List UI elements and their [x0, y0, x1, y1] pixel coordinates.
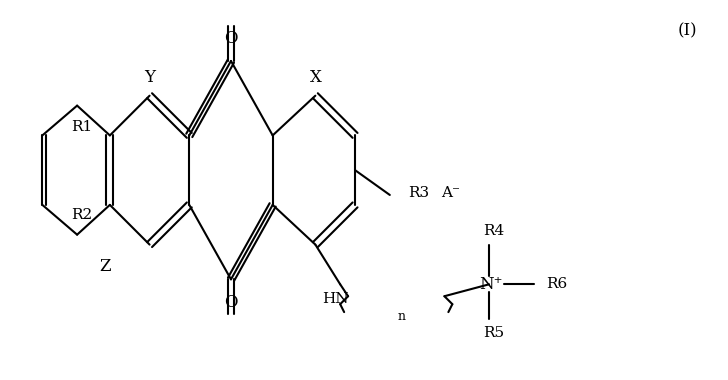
Text: (I): (I) — [678, 23, 697, 40]
Text: R1: R1 — [71, 120, 92, 135]
Text: O: O — [224, 30, 238, 47]
Text: X: X — [309, 69, 321, 86]
Text: R2: R2 — [71, 208, 92, 222]
Text: R3: R3 — [408, 186, 429, 200]
Text: Z: Z — [99, 258, 111, 275]
Text: A⁻: A⁻ — [441, 186, 460, 200]
Text: R5: R5 — [483, 326, 505, 340]
Text: N⁺: N⁺ — [479, 276, 503, 293]
Text: R4: R4 — [483, 224, 505, 238]
Text: R6: R6 — [546, 277, 567, 291]
Text: n: n — [397, 310, 405, 323]
Text: O: O — [224, 294, 238, 311]
Text: Y: Y — [144, 69, 155, 86]
Text: HN: HN — [322, 292, 349, 306]
